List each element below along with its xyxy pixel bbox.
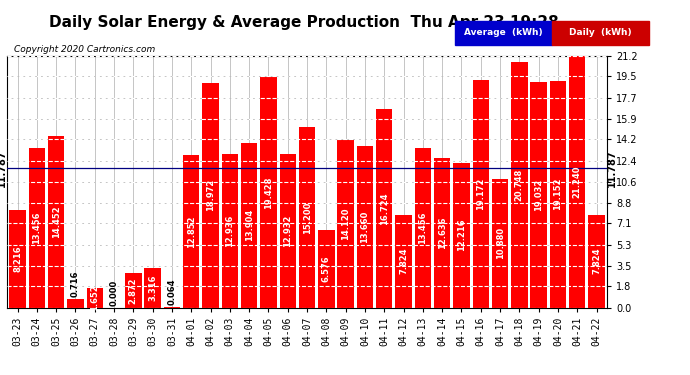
Text: 13.904: 13.904: [245, 209, 254, 241]
Text: 13.456: 13.456: [32, 211, 41, 244]
Bar: [511, 62, 528, 308]
Text: 0.716: 0.716: [71, 271, 80, 297]
Text: 12.216: 12.216: [457, 219, 466, 251]
Bar: [241, 143, 257, 308]
Text: 13.660: 13.660: [360, 210, 369, 243]
Bar: [492, 178, 509, 308]
Text: 19.152: 19.152: [553, 178, 562, 210]
Text: 1.652: 1.652: [90, 284, 99, 311]
Text: 0.064: 0.064: [168, 279, 177, 305]
Bar: [125, 273, 141, 308]
Bar: [357, 146, 373, 308]
Text: 11.787: 11.787: [607, 149, 617, 187]
Text: 13.456: 13.456: [418, 211, 427, 244]
Text: 2.872: 2.872: [129, 277, 138, 304]
Bar: [299, 128, 315, 308]
Text: Daily  (kWh): Daily (kWh): [569, 28, 631, 38]
Bar: [531, 82, 547, 308]
Bar: [86, 288, 103, 308]
Text: 19.172: 19.172: [476, 178, 485, 210]
Text: 20.748: 20.748: [515, 168, 524, 201]
Bar: [550, 81, 566, 308]
Text: 7.824: 7.824: [592, 248, 601, 274]
Bar: [395, 215, 412, 308]
Text: 14.452: 14.452: [52, 206, 61, 238]
Text: 12.932: 12.932: [284, 214, 293, 247]
Bar: [67, 299, 83, 307]
Bar: [376, 109, 393, 307]
Bar: [473, 80, 489, 308]
Bar: [9, 210, 26, 308]
Bar: [48, 136, 64, 308]
Text: 19.428: 19.428: [264, 176, 273, 209]
Bar: [28, 148, 45, 308]
Text: 18.972: 18.972: [206, 179, 215, 211]
Text: Copyright 2020 Cartronics.com: Copyright 2020 Cartronics.com: [14, 45, 155, 54]
Text: 11.787: 11.787: [0, 149, 7, 187]
Bar: [164, 307, 180, 308]
Text: 19.032: 19.032: [534, 178, 543, 211]
Text: 10.880: 10.880: [495, 227, 504, 259]
Bar: [415, 148, 431, 308]
Bar: [337, 140, 354, 308]
Bar: [279, 154, 296, 308]
Bar: [202, 82, 219, 308]
Text: 8.216: 8.216: [13, 246, 22, 272]
Bar: [453, 163, 470, 308]
Bar: [260, 77, 277, 308]
Text: 7.824: 7.824: [399, 248, 408, 274]
Bar: [183, 155, 199, 308]
Text: 6.576: 6.576: [322, 255, 331, 282]
Bar: [221, 154, 238, 308]
Text: 16.724: 16.724: [380, 192, 388, 225]
Text: 14.120: 14.120: [341, 208, 350, 240]
Text: Average  (kWh): Average (kWh): [464, 28, 543, 38]
Text: 12.852: 12.852: [187, 215, 196, 248]
Bar: [569, 56, 586, 308]
Text: Daily Solar Energy & Average Production  Thu Apr 23 19:28: Daily Solar Energy & Average Production …: [49, 15, 558, 30]
Text: 3.316: 3.316: [148, 274, 157, 301]
Bar: [318, 230, 335, 308]
Text: 0.000: 0.000: [110, 279, 119, 306]
Text: 12.636: 12.636: [437, 216, 446, 249]
Text: 12.936: 12.936: [226, 214, 235, 247]
Text: 15.200: 15.200: [302, 201, 312, 234]
Text: 21.240: 21.240: [573, 165, 582, 198]
Bar: [589, 215, 605, 308]
Bar: [434, 158, 451, 308]
Bar: [144, 268, 161, 308]
